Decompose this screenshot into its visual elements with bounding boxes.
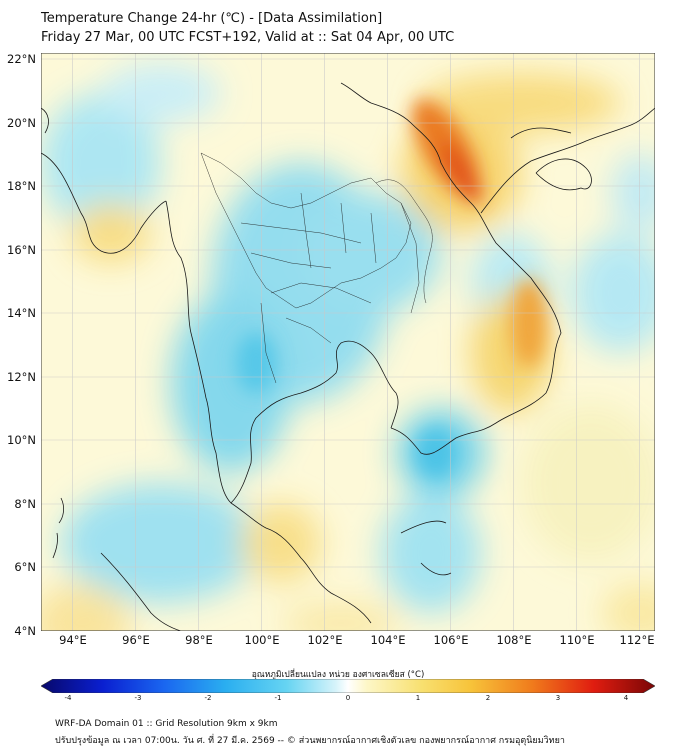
footer-credit: ปรับปรุงข้อมูล ณ เวลา 07:00น. วัน ศ. ที่… bbox=[55, 736, 565, 746]
footer-domain-info: WRF-DA Domain 01 :: Grid Resolution 9km … bbox=[55, 719, 278, 729]
colorbar-tick-4: 4 bbox=[623, 694, 629, 702]
lat-tick-10: 10°N bbox=[7, 433, 36, 447]
lat-tick-16: 16°N bbox=[7, 243, 36, 257]
temperature-field bbox=[41, 63, 655, 631]
colorbar-tick-neg4: -4 bbox=[64, 694, 72, 702]
colorbar-label: อุณหภูมิเปลี่ยนแปลง หน่วย องศาเซลเซียส (… bbox=[251, 670, 425, 680]
lon-tick-98: 98°E bbox=[185, 633, 213, 647]
colorbar-tick-1: 1 bbox=[415, 694, 421, 702]
colorbar-tick-3: 3 bbox=[555, 694, 561, 702]
colorbar-tick-neg3: -3 bbox=[134, 694, 142, 702]
lon-tick-110: 110°E bbox=[559, 633, 595, 647]
lat-tick-4: 4°N bbox=[14, 624, 36, 638]
lat-tick-20: 20°N bbox=[7, 116, 36, 130]
map-title: Temperature Change 24-hr (℃) - [Data Ass… bbox=[41, 11, 383, 26]
colorbar-tick-neg1: -1 bbox=[274, 694, 282, 702]
lon-tick-106: 106°E bbox=[433, 633, 469, 647]
colorbar-tick-neg2: -2 bbox=[204, 694, 212, 702]
lon-tick-102: 102°E bbox=[307, 633, 343, 647]
lon-tick-112: 112°E bbox=[619, 633, 655, 647]
colorbar-tick-0: 0 bbox=[345, 694, 351, 702]
lat-tick-22: 22°N bbox=[7, 52, 36, 66]
lon-tick-100: 100°E bbox=[244, 633, 280, 647]
lat-tick-14: 14°N bbox=[7, 306, 36, 320]
lon-tick-96: 96°E bbox=[122, 633, 150, 647]
gridlines bbox=[41, 53, 655, 631]
lat-tick-12: 12°N bbox=[7, 370, 36, 384]
map-subtitle: Friday 27 Mar, 00 UTC FCST+192, Valid at… bbox=[41, 30, 455, 45]
lat-tick-6: 6°N bbox=[14, 560, 36, 574]
temperature-change-map bbox=[41, 53, 655, 631]
colorbar-tick-2: 2 bbox=[485, 694, 491, 702]
lon-tick-108: 108°E bbox=[496, 633, 532, 647]
lon-tick-94: 94°E bbox=[59, 633, 87, 647]
lon-tick-104: 104°E bbox=[370, 633, 406, 647]
colorbar bbox=[41, 679, 655, 693]
lat-tick-18: 18°N bbox=[7, 179, 36, 193]
province-borders bbox=[200, 152, 433, 384]
coastlines bbox=[41, 82, 655, 631]
lat-tick-8: 8°N bbox=[14, 497, 36, 511]
